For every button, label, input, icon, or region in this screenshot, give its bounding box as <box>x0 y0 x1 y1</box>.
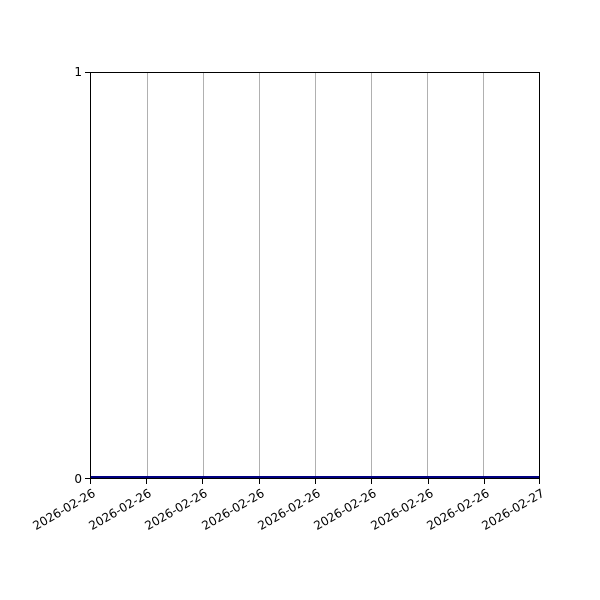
y-tick-label: 0 <box>74 472 82 486</box>
plot-area <box>90 72 540 479</box>
x-tick-mark <box>315 479 316 484</box>
x-tick-mark <box>90 479 91 484</box>
gridline <box>483 73 484 478</box>
x-tick-mark <box>371 479 372 484</box>
x-tick-mark <box>539 479 540 484</box>
x-tick-mark <box>259 479 260 484</box>
x-tick-mark <box>428 479 429 484</box>
y-tick-mark <box>85 72 90 73</box>
y-tick-label: 1 <box>74 65 82 79</box>
y-tick-mark <box>85 478 90 479</box>
gridline <box>427 73 428 478</box>
gridline <box>147 73 148 478</box>
gridline <box>371 73 372 478</box>
x-tick-mark <box>484 479 485 484</box>
x-tick-mark <box>202 479 203 484</box>
gridline <box>203 73 204 478</box>
gridline <box>259 73 260 478</box>
x-tick-mark <box>146 479 147 484</box>
gridline <box>315 73 316 478</box>
series-line <box>91 476 539 478</box>
